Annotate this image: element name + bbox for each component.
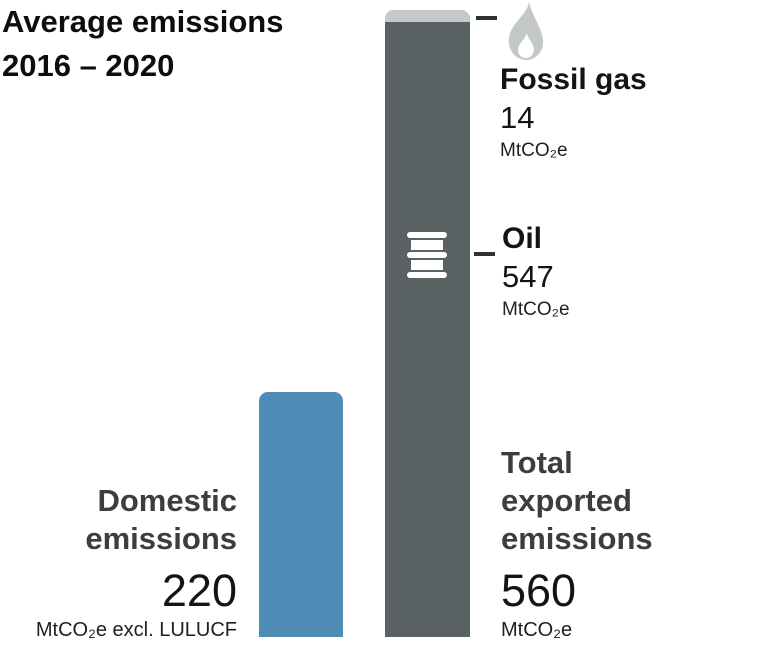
domestic-value: 220 [161,565,237,616]
domestic-label: Domestic emissions [0,482,237,558]
chart-title-line2: 2016 – 2020 [2,48,175,83]
oil-unit: MtCO₂e [502,299,570,320]
total-exported-unit: MtCO₂e [501,619,573,641]
total-exported-label-line2: exported [501,483,632,518]
chart-title: Average emissions 2016 – 2020 [2,0,283,88]
total-exported-annotation: Total exported emissions 560 MtCO₂e [501,444,653,642]
exported-emissions-bar [385,10,470,637]
flame-icon [504,2,548,60]
oil-connector-dash [474,252,495,256]
oil-annotation: Oil 547 MtCO₂e [502,221,570,321]
total-exported-value: 560 [501,565,577,616]
domestic-emissions-bar [259,392,343,637]
chart-title-line1: Average emissions [2,4,284,39]
total-exported-label: Total exported emissions [501,444,653,558]
domestic-unit: MtCO₂e excl. LULUCF [35,619,237,641]
total-exported-label-line3: emissions [501,521,653,556]
fossil-gas-label: Fossil gas [500,63,647,96]
fossil-gas-value: 14 [500,100,535,135]
fossil-gas-unit: MtCO₂e [500,140,568,161]
oil-value: 547 [502,259,554,294]
fossil-gas-segment [385,10,470,22]
total-exported-label-line1: Total [501,445,573,480]
fossil-gas-annotation: Fossil gas 14 MtCO₂e [500,62,647,162]
domestic-label-line2: emissions [85,521,237,556]
oil-label: Oil [502,222,543,255]
domestic-label-line1: Domestic [97,483,237,518]
oil-barrel-icon [407,232,447,278]
domestic-annotation: Domestic emissions 220 MtCO₂e excl. LULU… [0,482,237,642]
fossil-gas-connector-dash [476,16,497,20]
